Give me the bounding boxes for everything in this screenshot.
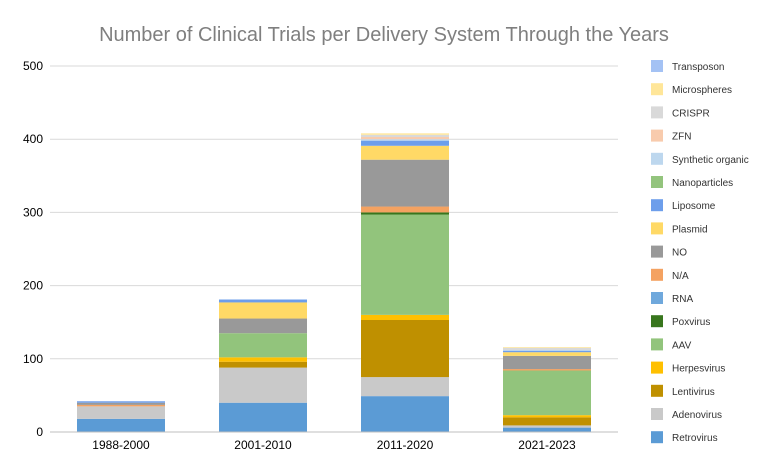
x-tick-label: 2021-2023	[518, 438, 576, 452]
legend-swatch-zfn	[651, 129, 663, 142]
y-axis-ticks: 0 100 200 300 400 500	[23, 59, 43, 439]
bar-segment-poxvirus	[361, 212, 449, 215]
legend-swatch-microspheres	[651, 83, 663, 96]
legend-label: Lentivirus	[672, 387, 715, 398]
legend-swatch-liposome	[651, 199, 663, 212]
legend-label: Transposon	[672, 62, 724, 73]
bar-segment-adenovirus	[219, 367, 307, 403]
bar-segment-retrovirus	[219, 402, 307, 432]
legend-swatch-plasmid	[651, 222, 663, 235]
bar-segment-lentivirus	[361, 320, 449, 378]
legend-label: Adenovirus	[672, 410, 722, 421]
legend-swatch-retrovirus	[651, 431, 663, 444]
bar-segment-plasmid	[361, 145, 449, 160]
legend-swatch-crispr	[651, 106, 663, 119]
legend-label: Nanoparticles	[672, 178, 733, 189]
x-tick-label: 2001-2010	[234, 438, 292, 452]
y-tick-label: 300	[23, 205, 43, 219]
x-tick-label: 2011-2020	[377, 438, 434, 452]
bar-segment-adenovirus	[361, 377, 449, 397]
legend-swatch-adenovirus	[651, 408, 663, 420]
bar-segment-liposome	[77, 401, 165, 403]
bar-segment-no	[361, 159, 449, 207]
legend-swatch-synthetic-organic	[651, 152, 663, 165]
bar-segment-aav	[219, 333, 307, 358]
y-tick-label: 100	[23, 352, 43, 366]
bar-segment-synthetic-organic	[361, 139, 449, 141]
bar-segment-lentivirus	[503, 417, 591, 426]
bar-segment-adenovirus	[77, 406, 165, 419]
legend-label: Plasmid	[672, 224, 708, 235]
bar-segment-n-a	[361, 206, 449, 213]
legend-swatch-herpesvirus	[651, 361, 663, 374]
legend-swatch-lentivirus	[651, 384, 663, 397]
bar-segment-lentivirus	[219, 361, 307, 368]
bar-segment-no	[219, 318, 307, 334]
x-axis-ticks: 1988-2000 2001-2010 2011-2020 2021-2023	[92, 438, 576, 452]
y-tick-label: 0	[36, 425, 43, 439]
legend-swatch-poxvirus	[651, 315, 663, 328]
bar-segment-retrovirus	[77, 418, 165, 432]
bar-segment-zfn	[361, 137, 449, 140]
y-tick-label: 200	[23, 279, 43, 293]
legend-label: AAV	[672, 340, 692, 351]
legend-swatch-aav	[651, 338, 663, 351]
gridlines	[50, 65, 618, 360]
legend: Transposon Microspheres CRISPR ZFN Synthetic…	[651, 60, 749, 444]
bar-segment-no	[503, 355, 591, 370]
legend-label: RNA	[672, 294, 693, 305]
bar-segment-n-a	[77, 404, 165, 407]
bar-segment-plasmid	[503, 352, 591, 356]
legend-label: NO	[672, 248, 687, 259]
bar-segment-aav	[503, 370, 591, 416]
legend-label: Poxvirus	[672, 317, 710, 328]
bar-segment-liposome	[361, 140, 449, 146]
bar-segment-retrovirus	[503, 427, 591, 432]
bar-segment-microspheres	[503, 347, 591, 348]
bar-segment-n-a	[503, 369, 591, 371]
bar-segment-plasmid	[219, 302, 307, 319]
legend-swatch-no	[651, 245, 663, 258]
legend-label: ZFN	[672, 132, 691, 143]
legend-label: Herpesvirus	[672, 364, 725, 375]
chart-title: Number of Clinical Trials per Delivery S…	[99, 24, 669, 46]
legend-swatch-nanoparticles	[651, 176, 663, 188]
bar-segment-aav	[361, 214, 449, 315]
legend-label: Synthetic organic	[672, 155, 749, 166]
bar-segment-herpesvirus	[361, 314, 449, 321]
legend-swatch-n-a	[651, 268, 663, 281]
bar-segment-liposome	[219, 299, 307, 303]
bar-segment-microspheres	[361, 133, 449, 135]
bar-segment-synthetic-organic	[503, 350, 591, 351]
bar-segment-no	[77, 402, 165, 405]
legend-label: Microspheres	[672, 85, 732, 96]
y-tick-label: 500	[23, 59, 43, 73]
bar-segment-herpesvirus	[503, 415, 591, 418]
bars	[77, 133, 591, 432]
legend-label: CRISPR	[672, 108, 710, 119]
bar-segment-herpesvirus	[219, 357, 307, 362]
bar-segment-liposome	[503, 350, 591, 353]
bar-segment-crispr	[503, 347, 591, 351]
legend-swatch-rna	[651, 292, 663, 304]
y-tick-label: 400	[23, 132, 43, 146]
legend-swatch-transposon	[651, 60, 663, 72]
bar-segment-retrovirus	[361, 396, 449, 432]
bar-segment-adenovirus	[503, 425, 591, 428]
legend-label: Liposome	[672, 201, 716, 212]
legend-label: N/A	[672, 271, 689, 282]
bar-segment-crispr	[361, 134, 449, 138]
legend-label: Retrovirus	[672, 433, 718, 444]
x-tick-label: 1988-2000	[92, 438, 150, 452]
